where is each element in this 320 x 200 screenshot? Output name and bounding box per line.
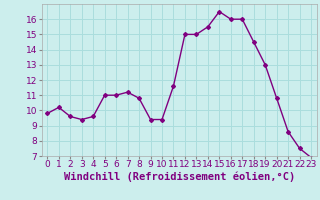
X-axis label: Windchill (Refroidissement éolien,°C): Windchill (Refroidissement éolien,°C) [64, 172, 295, 182]
